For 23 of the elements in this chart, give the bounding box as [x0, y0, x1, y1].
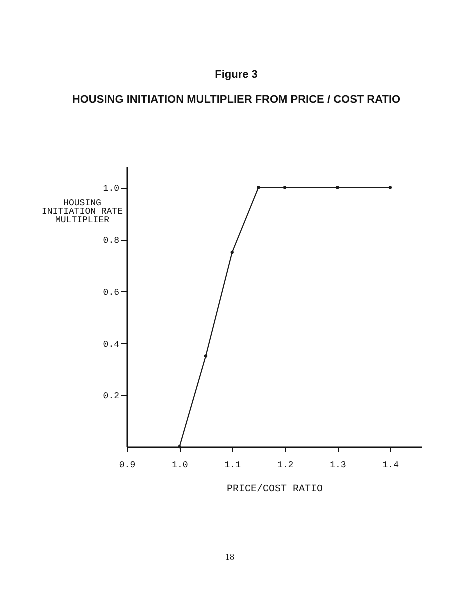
y-tick-label: 0.6: [103, 288, 120, 298]
y-axis-title: HOUSING INITIATION RATE MULTIPLIER: [42, 198, 124, 226]
x-tick-label: 1.3: [330, 460, 346, 470]
x-tick-label: 1.1: [224, 460, 241, 470]
x-tick-label: 0.9: [119, 460, 136, 470]
point: [257, 186, 260, 190]
point: [336, 186, 340, 190]
y-tick-label: 0.2: [103, 392, 120, 402]
point: [230, 250, 234, 254]
y-tick-label: 1.0: [103, 184, 120, 194]
chart-subtitle: HOUSING INITIATION MULTIPLIER FROM PRICE / COST RATIO: [72, 94, 402, 106]
chart-title: Figure 3: [215, 69, 258, 81]
x-tick-label: 1.4: [382, 460, 399, 470]
text: 18: [226, 552, 235, 562]
point: [388, 186, 392, 190]
x-tick-label: 1.0: [172, 460, 188, 470]
y-tick-label: 0.4: [103, 340, 120, 350]
x-tick-label: 1.2: [277, 460, 294, 470]
point: [283, 186, 287, 190]
point: [204, 354, 208, 358]
point: [178, 445, 182, 449]
y-tick-label: 0.8: [103, 236, 120, 246]
x-axis-title: PRICE/COST RATIO: [226, 484, 324, 496]
